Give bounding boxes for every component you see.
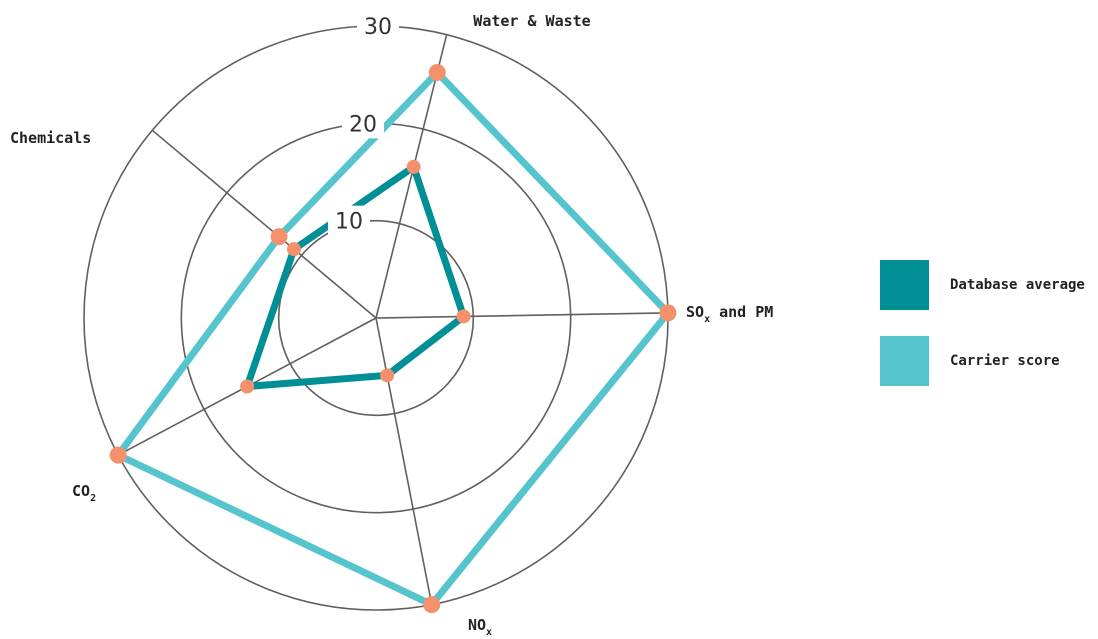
axis-label-water: Water & Waste (473, 12, 590, 30)
axis-label-nox: NOx (468, 616, 492, 638)
point-database-average-co2 (240, 379, 255, 394)
point-carrier-score-nox (423, 596, 441, 614)
point-carrier-score-water (428, 63, 446, 81)
spoke-chem (151, 129, 377, 319)
spoke-sox (375, 312, 668, 319)
axis-label-sox: SOx and PM (686, 303, 773, 325)
legend-item-carrier-score: Carrier score (880, 336, 1085, 386)
tick-label-10: 10 (335, 210, 363, 235)
legend-item-database-average: Database average (880, 260, 1085, 310)
point-carrier-score-sox (659, 304, 677, 322)
axis-labels: Water & Waste SOx and PM NOx CO2 Chemicals (10, 12, 773, 638)
series-line-database-average (242, 161, 468, 391)
tick-label-bg-10 (328, 205, 370, 236)
legend-swatch-database-average (880, 260, 929, 310)
series-line-carrier-score (112, 67, 673, 609)
radial-ticks: 10 20 30 (328, 11, 399, 236)
point-database-average-nox (380, 368, 395, 383)
legend-swatch-carrier-score (880, 336, 929, 386)
grid-ring-10 (277, 219, 475, 417)
legend-label-carrier-score: Carrier score (950, 353, 1060, 369)
point-database-average-sox (456, 309, 471, 324)
tick-label-bg-20 (342, 108, 384, 139)
spoke-nox (375, 317, 433, 605)
axis-label-chem: Chemicals (10, 129, 91, 147)
tick-label-bg-30 (357, 11, 399, 41)
tick-label-20: 20 (349, 112, 377, 137)
point-carrier-score-co2 (109, 446, 127, 464)
legend: Database average Carrier score (880, 260, 1085, 412)
point-database-average-water (406, 159, 421, 174)
point-carrier-score-chem (270, 228, 288, 246)
spoke-water (375, 34, 448, 319)
tick-label-30: 30 (364, 15, 392, 40)
legend-label-database-average: Database average (950, 277, 1085, 293)
axis-label-co2: CO2 (72, 482, 96, 504)
point-database-average-chem (286, 242, 301, 257)
radar-series (109, 63, 677, 614)
